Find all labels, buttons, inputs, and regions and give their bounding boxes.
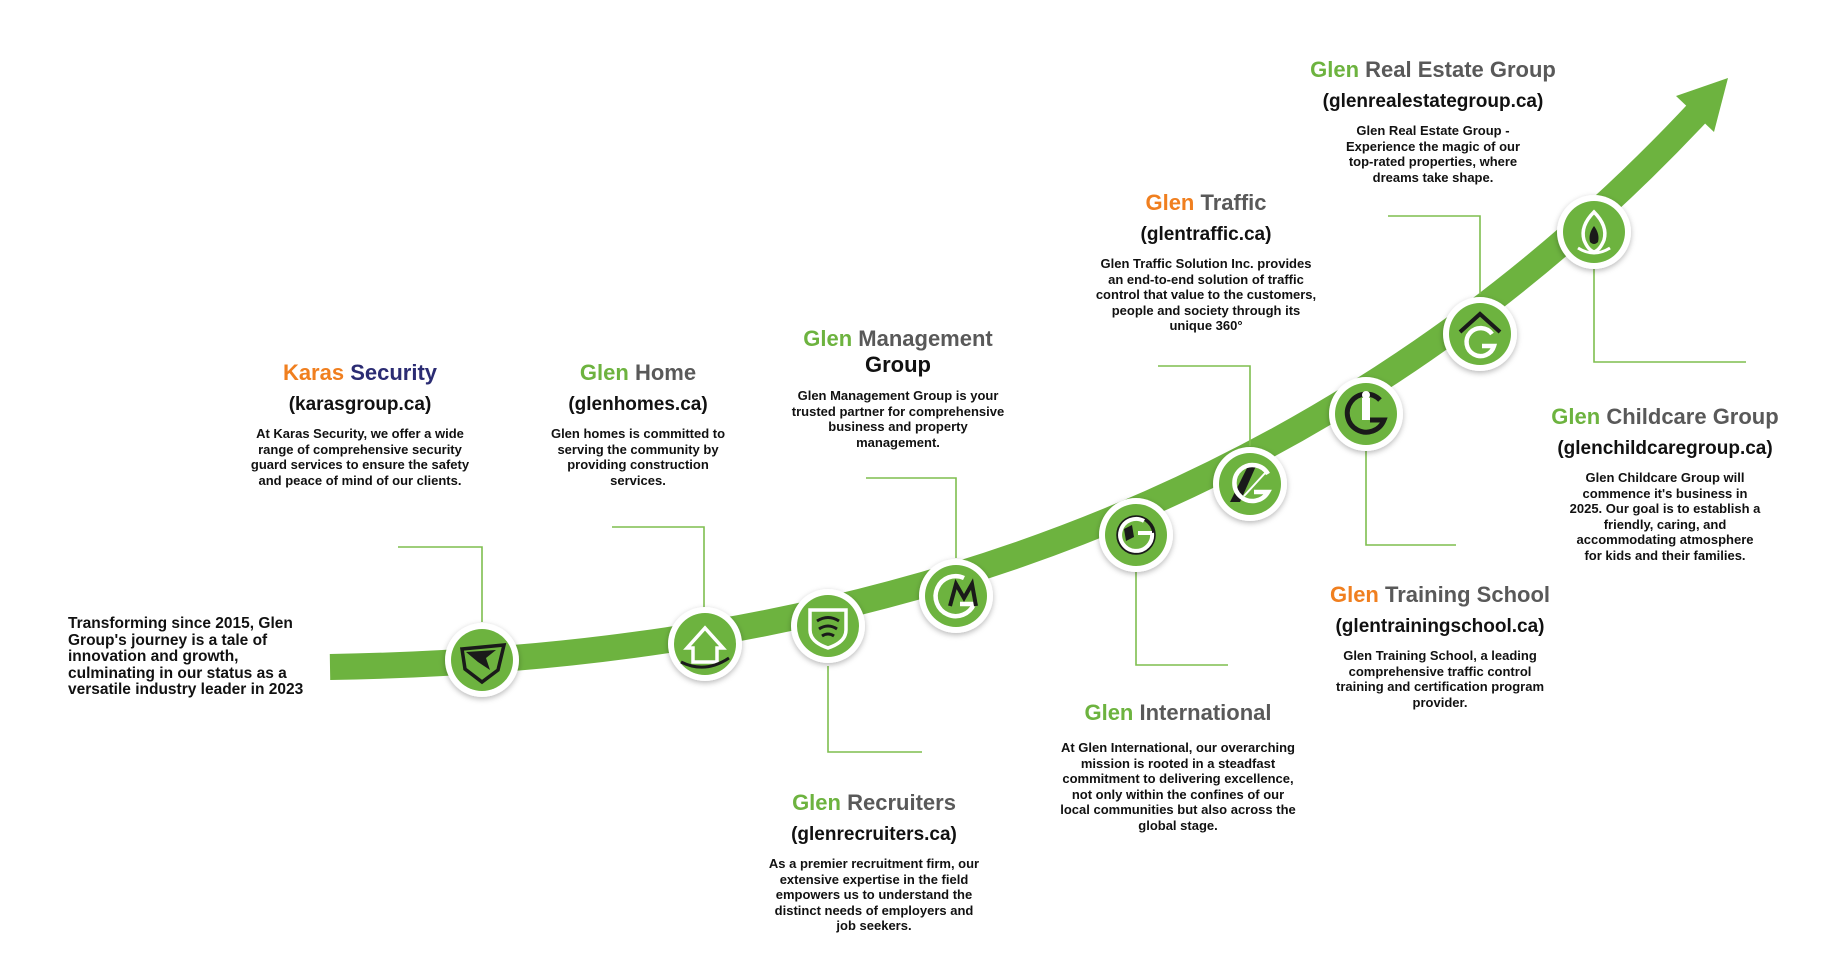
realestate-block: Glen Real Estate Group (glenrealestategr… xyxy=(1288,57,1578,185)
management-title: Glen Management xyxy=(803,326,993,351)
karas-url: (karasgroup.ca) xyxy=(288,394,432,415)
recruiters-url: (glenrecruiters.ca) xyxy=(791,824,957,845)
connector-traffic xyxy=(1158,365,1251,446)
traffic-description: Glen Traffic Solution Inc. provides an e… xyxy=(1095,256,1317,333)
recruiters-title: Glen Recruiters xyxy=(792,790,956,815)
connector-home xyxy=(612,526,705,608)
gm-monogram-icon xyxy=(919,559,993,633)
childcare-description: Glen Childcare Group will commence it's … xyxy=(1569,470,1761,563)
management-block: Glen Management Group Glen Management Gr… xyxy=(788,326,1008,450)
intro-text: Transforming since 2015, Glen Group's jo… xyxy=(68,615,304,698)
connector-childcare xyxy=(1593,268,1746,363)
home-description: Glen homes is committed to serving the c… xyxy=(550,426,726,488)
realestate-description: Glen Real Estate Group - Experience the … xyxy=(1345,123,1521,185)
connector-international xyxy=(1135,570,1228,666)
international-description: At Glen International, our overarching m… xyxy=(1060,740,1296,833)
house-icon xyxy=(668,607,742,681)
home-title: Glen Home xyxy=(579,360,697,385)
management-title-line2: Group xyxy=(865,352,931,377)
growth-curve xyxy=(329,101,1710,680)
connector-lines xyxy=(398,215,1746,753)
traffic-title: Glen Traffic xyxy=(1145,190,1267,215)
international-title: Glen International xyxy=(1084,700,1272,725)
connector-karas xyxy=(398,546,483,622)
recruiters-block: Glen Recruiters (glenrecruiters.ca) As a… xyxy=(764,790,984,934)
training-block: Glen Training School (glentrainingschool… xyxy=(1300,582,1580,710)
home-block: Glen Home (glenhomes.ca) Glen homes is c… xyxy=(540,360,736,488)
recruiters-description: As a premier recruitment firm, our exten… xyxy=(768,856,980,933)
karas-description: At Karas Security, we offer a wide range… xyxy=(250,426,470,488)
training-description: Glen Training School, a leading comprehe… xyxy=(1335,648,1545,710)
realestate-title: Glen Real Estate Group xyxy=(1310,57,1556,82)
connector-realestate xyxy=(1388,215,1481,294)
training-g-icon xyxy=(1329,377,1403,451)
international-block: Glen International At Glen International… xyxy=(1058,700,1298,833)
traffic-url: (glentraffic.ca) xyxy=(1140,224,1272,245)
management-description: Glen Management Group is your trusted pa… xyxy=(791,388,1005,450)
karas-title: Karas Security xyxy=(282,360,438,385)
karas-block: Karas Security (karasgroup.ca) At Karas … xyxy=(240,360,480,488)
road-g-icon xyxy=(1213,447,1287,521)
training-title: Glen Training School xyxy=(1329,582,1551,607)
recruiters-shield-icon xyxy=(791,589,865,663)
training-url: (glentrainingschool.ca) xyxy=(1335,616,1545,637)
arrow-head-icon xyxy=(1676,78,1728,132)
childcare-url: (glenchildcaregroup.ca) xyxy=(1557,438,1773,459)
traffic-block: Glen Traffic (glentraffic.ca) Glen Traff… xyxy=(1094,190,1318,334)
connector-training xyxy=(1365,450,1456,546)
connector-management xyxy=(866,477,957,558)
connector-recruiters xyxy=(827,666,922,753)
house-g-icon xyxy=(1443,297,1517,371)
childcare-block: Glen Childcare Group (glenchildcaregroup… xyxy=(1530,404,1800,563)
realestate-url: (glenrealestategroup.ca) xyxy=(1322,91,1544,112)
home-url: (glenhomes.ca) xyxy=(568,394,708,415)
childcare-title: Glen Childcare Group xyxy=(1551,404,1779,429)
child-flame-icon xyxy=(1557,195,1631,269)
globe-icon xyxy=(1099,498,1173,572)
eagle-shield-icon xyxy=(445,623,519,697)
